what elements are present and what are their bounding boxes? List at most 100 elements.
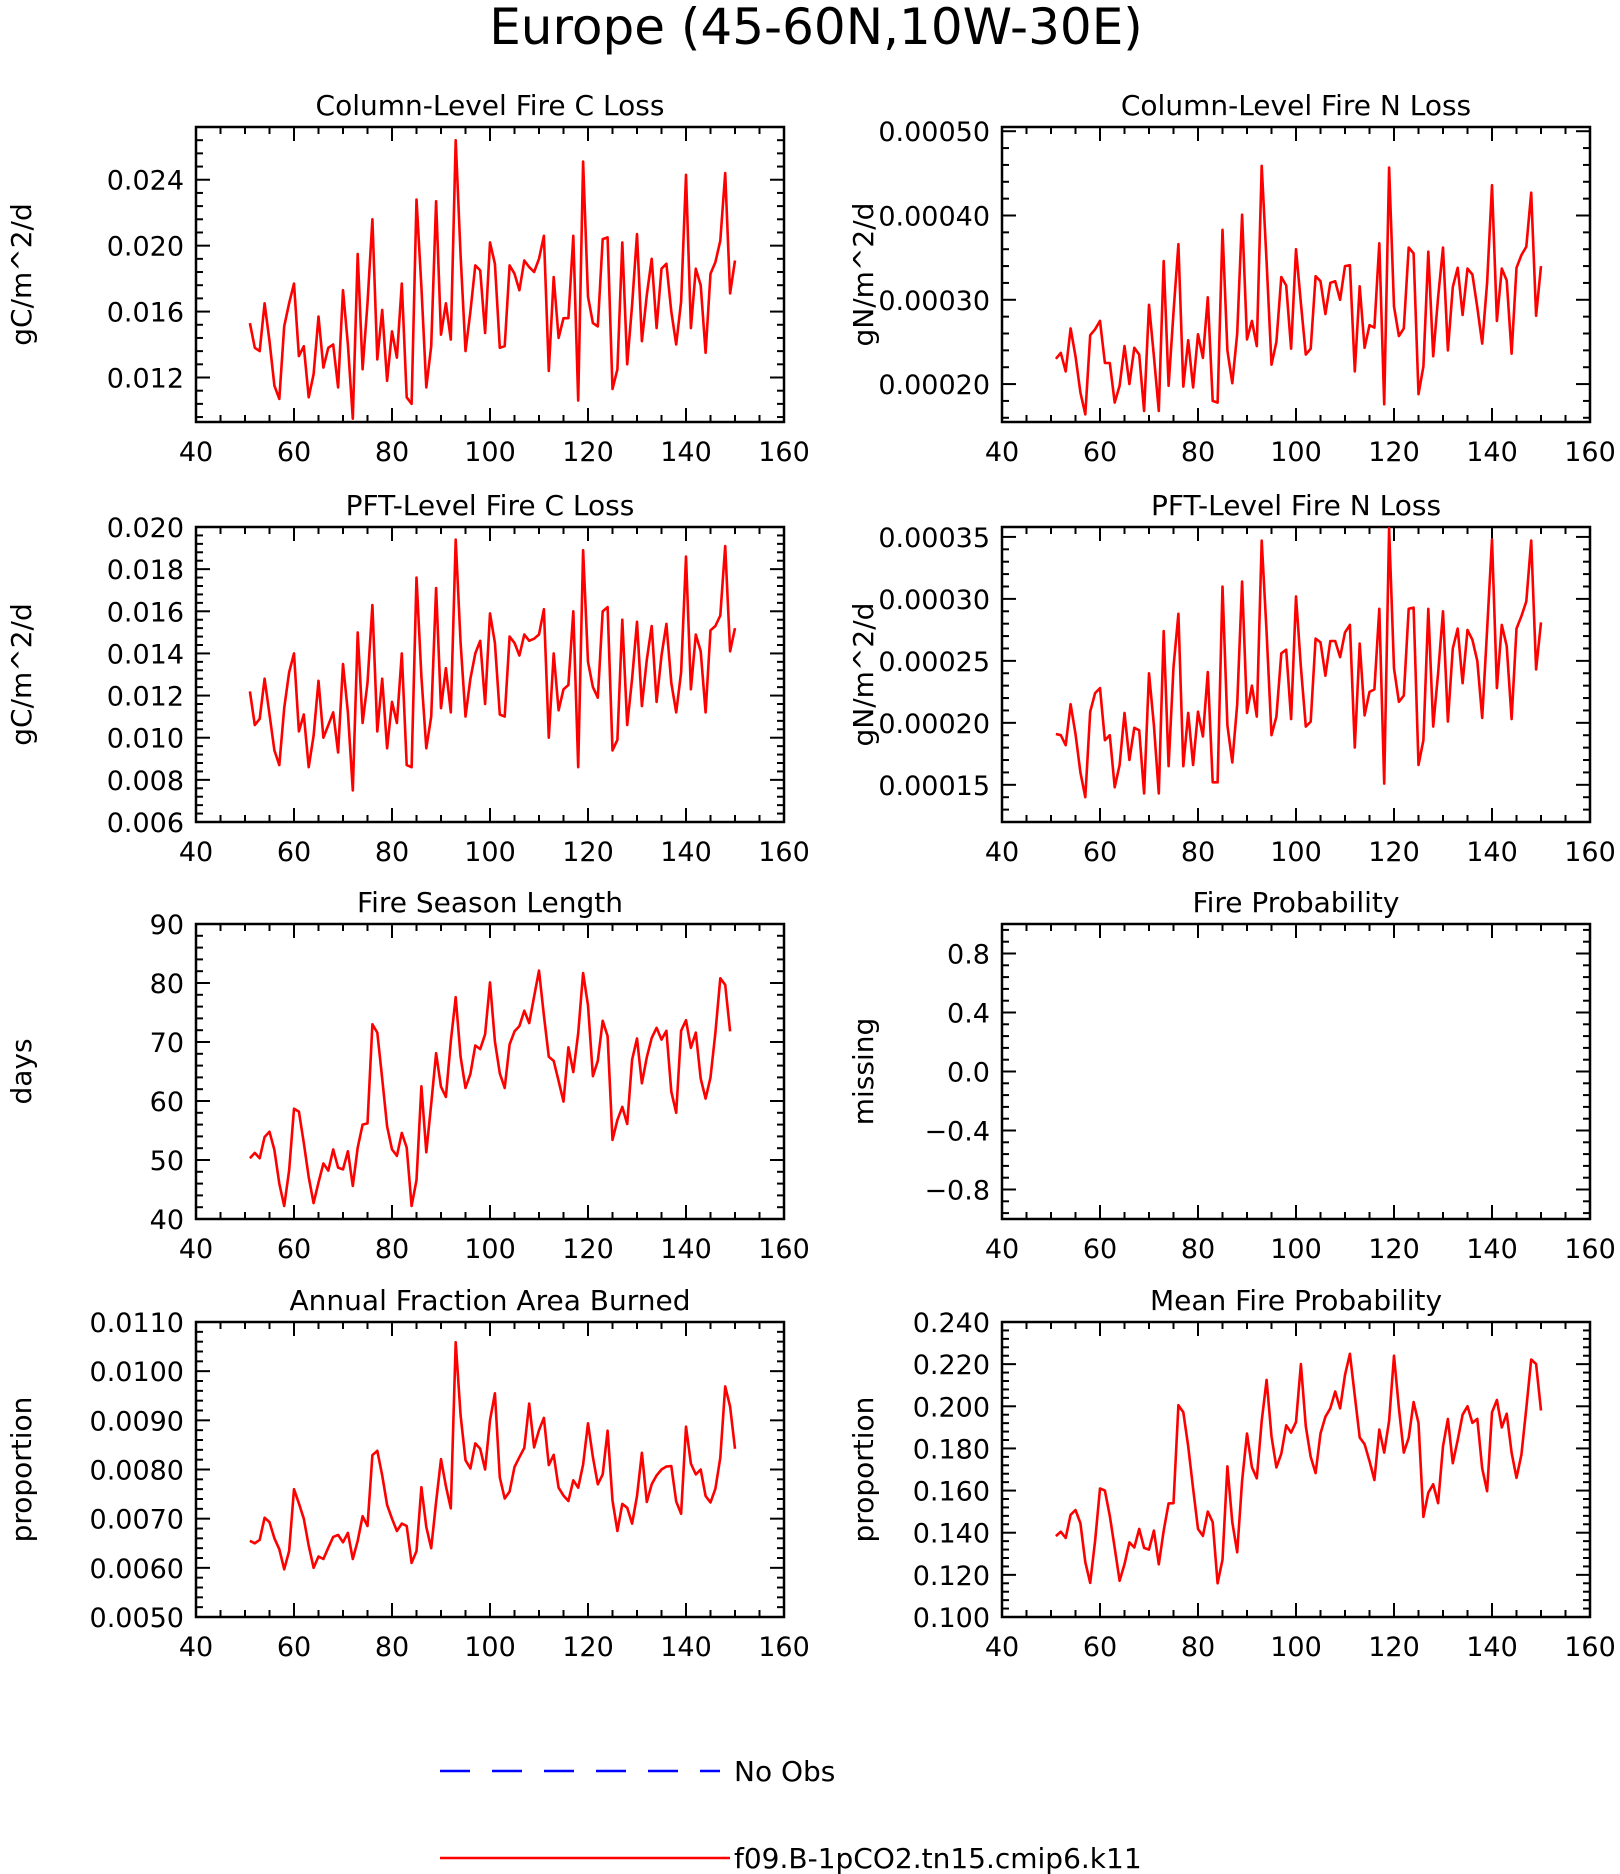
y-tick-label: 0.012 <box>107 682 184 713</box>
x-tick-label: 160 <box>758 1632 810 1663</box>
x-tick-label: 160 <box>758 837 810 868</box>
y-axis-label: gC/m^2/d <box>5 603 38 746</box>
y-axis-label: days <box>5 1038 38 1104</box>
x-tick-label: 100 <box>1270 837 1322 868</box>
x-tick-label: 140 <box>660 1632 712 1663</box>
y-tick-label: 0.0100 <box>90 1357 184 1388</box>
series-line <box>1055 526 1543 799</box>
y-tick-label: 0.0080 <box>90 1456 184 1487</box>
x-tick-label: 60 <box>1083 837 1117 868</box>
x-tick-label: 120 <box>562 1632 614 1663</box>
y-tick-label: 0.0110 <box>90 1308 184 1339</box>
x-tick-label: 100 <box>464 437 516 468</box>
x-tick-label: 60 <box>1083 1234 1117 1265</box>
panel-title: Fire Season Length <box>357 886 623 919</box>
x-tick-label: 80 <box>375 1632 409 1663</box>
x-tick-label: 60 <box>277 837 311 868</box>
y-tick-label: 60 <box>150 1087 184 1118</box>
chart-panel: 40 60 80 100 120 140 160 0.100 0.120 0.140 0.160 0.… <box>847 1284 1616 1663</box>
y-tick-label: 0.120 <box>913 1561 990 1592</box>
x-tick-label: 120 <box>562 437 614 468</box>
x-tick-label: 140 <box>1466 1632 1518 1663</box>
y-axis-label: gN/m^2/d <box>847 603 880 747</box>
x-tick-label: 60 <box>1083 437 1117 468</box>
y-tick-label: 0.018 <box>107 555 184 586</box>
x-tick-label: 120 <box>1368 1234 1420 1265</box>
y-tick-label: 50 <box>150 1146 184 1177</box>
legend-label-no-obs: No Obs <box>734 1755 835 1788</box>
y-tick-label: 0.160 <box>913 1477 990 1508</box>
y-tick-label: 0.020 <box>107 513 184 544</box>
y-tick-label: 0.010 <box>107 724 184 755</box>
y-tick-label: 0.240 <box>913 1308 990 1339</box>
figure-title: Europe (45-60N,10W-30E) <box>489 0 1143 56</box>
y-tick-label: 0.00030 <box>878 585 990 616</box>
x-tick-label: 60 <box>277 437 311 468</box>
x-tick-label: 80 <box>375 437 409 468</box>
x-tick-label: 40 <box>179 1234 213 1265</box>
x-tick-label: 120 <box>1368 1632 1420 1663</box>
y-tick-label: 0.180 <box>913 1434 990 1465</box>
x-tick-label: 100 <box>1270 1632 1322 1663</box>
y-tick-label: 0.014 <box>107 639 184 670</box>
y-axis-label: proportion <box>5 1397 38 1543</box>
x-tick-label: 40 <box>179 437 213 468</box>
x-tick-label: 40 <box>985 1632 1019 1663</box>
legend: No Obs f09.B-1pCO2.tn15.cmip6.k11 <box>440 1755 1142 1874</box>
panel-title: PFT-Level Fire C Loss <box>346 489 635 522</box>
x-tick-label: 80 <box>1181 1234 1215 1265</box>
series-line <box>1054 164 1543 416</box>
y-tick-label: 0.00030 <box>878 286 990 317</box>
y-tick-label: 0.008 <box>107 766 184 797</box>
x-tick-label: 40 <box>179 1632 213 1663</box>
y-tick-label: 0.006 <box>107 808 184 839</box>
panel-title: Mean Fire Probability <box>1150 1284 1442 1317</box>
y-tick-label: 0.0050 <box>90 1603 184 1634</box>
plot-frame <box>1000 525 1592 824</box>
y-tick-label: 0.0060 <box>90 1554 184 1585</box>
y-tick-label: 80 <box>150 969 184 1000</box>
chart-panel: 40 60 80 100 120 140 160 0.006 0.008 0.010 0.012 0.… <box>5 489 810 868</box>
x-tick-label: 100 <box>1270 1234 1322 1265</box>
y-tick-label: −0.8 <box>924 1176 990 1207</box>
y-tick-label: 0.00020 <box>878 709 990 740</box>
x-tick-label: 140 <box>1466 437 1518 468</box>
x-tick-label: 160 <box>758 437 810 468</box>
series-line <box>248 969 732 1208</box>
plot-frame <box>1000 922 1592 1221</box>
chart-panel: 40 60 80 100 120 140 160 0.00015 0.00020 0.00025 0… <box>847 489 1616 868</box>
x-tick-label: 80 <box>1181 437 1215 468</box>
x-tick-label: 80 <box>1181 1632 1215 1663</box>
chart-panel: 40 60 80 100 120 140 160 40 50 60 70 80 90 Fire Seaso… <box>5 886 810 1265</box>
x-tick-label: 160 <box>1564 1632 1616 1663</box>
x-tick-label: 140 <box>1466 1234 1518 1265</box>
y-axis-label: gN/m^2/d <box>847 203 880 347</box>
x-tick-label: 60 <box>277 1234 311 1265</box>
x-tick-label: 120 <box>1368 837 1420 868</box>
x-tick-label: 40 <box>985 837 1019 868</box>
x-tick-label: 140 <box>1466 837 1518 868</box>
x-tick-label: 60 <box>277 1632 311 1663</box>
y-tick-label: 0.140 <box>913 1519 990 1550</box>
panel-title: PFT-Level Fire N Loss <box>1151 489 1441 522</box>
x-tick-label: 120 <box>562 1234 614 1265</box>
x-tick-label: 140 <box>660 437 712 468</box>
y-tick-label: 0.4 <box>947 999 990 1030</box>
y-tick-label: 0.0090 <box>90 1406 184 1437</box>
series-line <box>249 1340 737 1571</box>
x-tick-label: 100 <box>464 837 516 868</box>
chart-panel: 40 60 80 100 120 140 160 0.0050 0.0060 0.0070 0.00… <box>5 1284 810 1663</box>
series-line <box>248 538 737 792</box>
y-tick-label: 0.8 <box>947 940 990 971</box>
x-tick-label: 40 <box>985 1234 1019 1265</box>
chart-panel: 40 60 80 100 120 140 160 0.012 0.016 0.020 0.024 Co… <box>5 89 810 468</box>
x-tick-label: 60 <box>1083 1632 1117 1663</box>
plot-frame <box>194 1320 786 1619</box>
y-tick-label: 90 <box>150 910 184 941</box>
y-tick-label: −0.4 <box>924 1117 990 1148</box>
y-tick-label: 0.00020 <box>878 370 990 401</box>
x-tick-label: 100 <box>1270 437 1322 468</box>
y-tick-label: 0.00050 <box>878 117 990 148</box>
y-tick-label: 0.00040 <box>878 202 990 233</box>
